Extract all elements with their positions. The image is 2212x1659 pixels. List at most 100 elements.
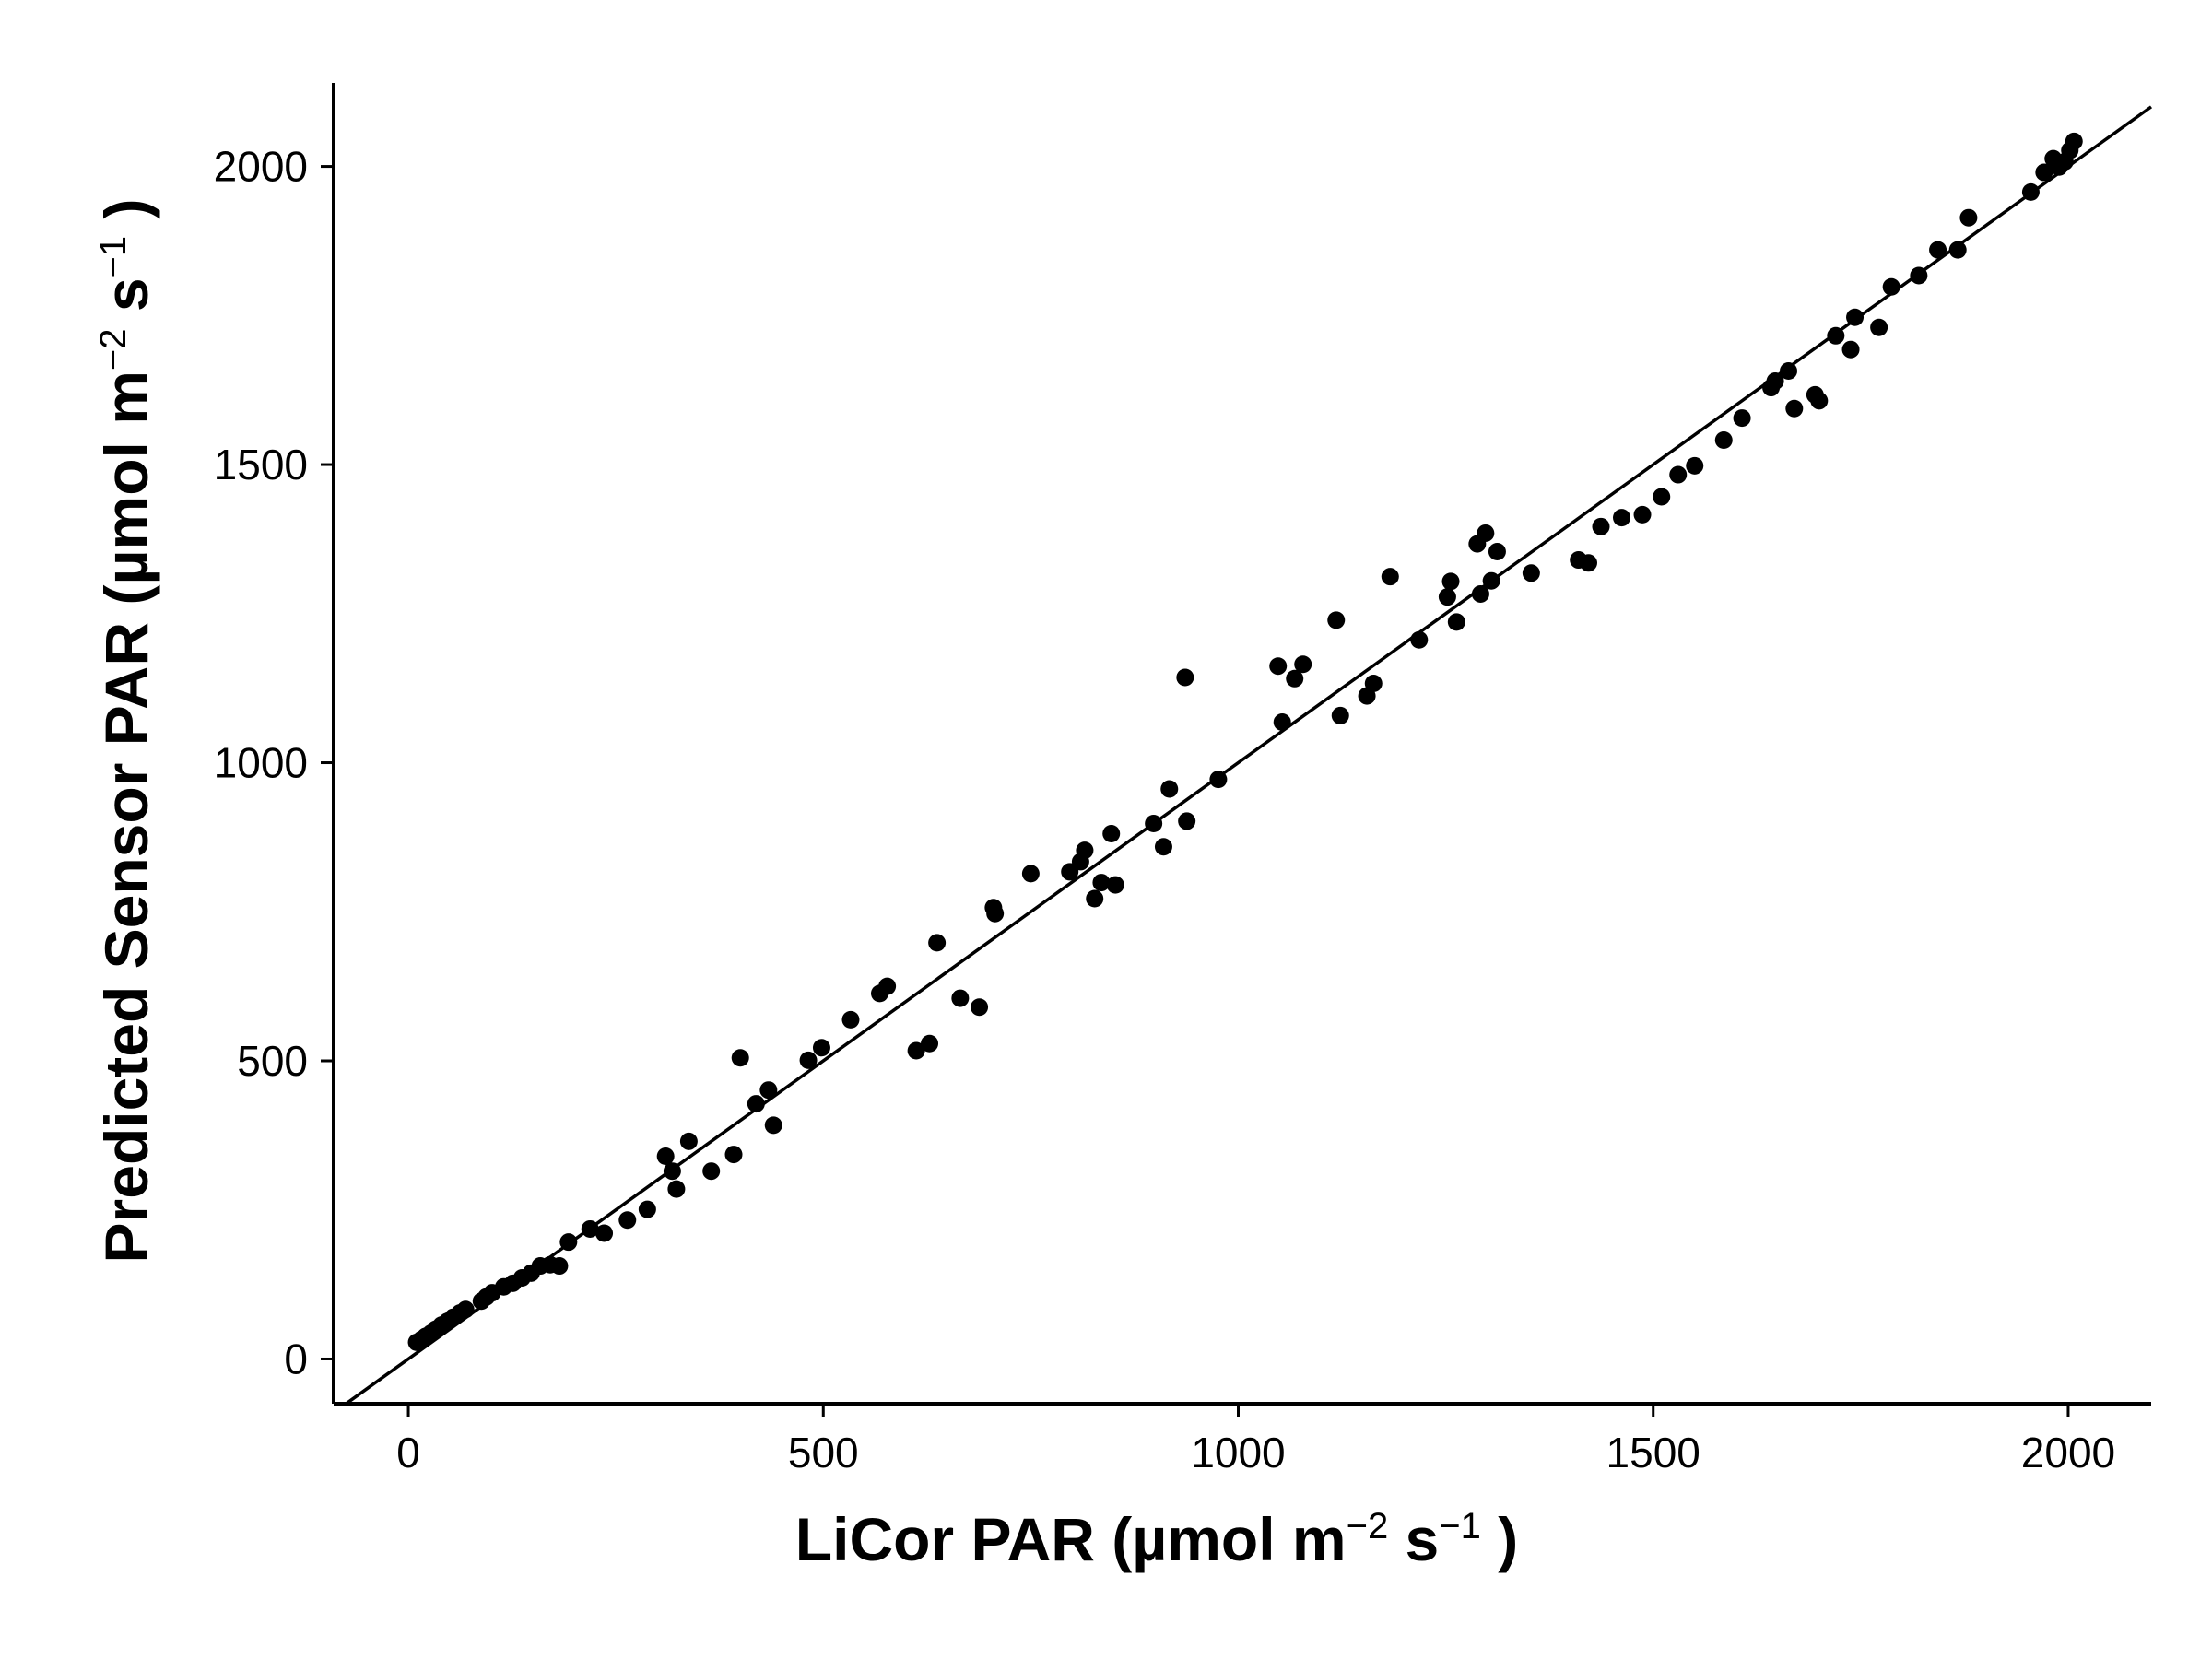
data-point xyxy=(702,1162,721,1181)
data-point xyxy=(638,1200,656,1218)
data-point xyxy=(1633,505,1652,524)
data-point xyxy=(921,1034,939,1053)
data-point xyxy=(878,977,897,995)
data-point xyxy=(1882,277,1900,296)
data-point xyxy=(1092,874,1111,892)
data-point xyxy=(1780,361,1798,380)
data-points xyxy=(407,132,2083,1351)
data-point xyxy=(1592,517,1610,535)
data-point xyxy=(812,1039,830,1057)
data-point xyxy=(2021,182,2040,201)
data-point xyxy=(1714,431,1733,450)
plot-area xyxy=(345,105,2153,1406)
y-tick-label: 0 xyxy=(284,1335,308,1382)
y-tick-label: 1000 xyxy=(214,739,308,787)
data-point xyxy=(1910,266,1928,285)
data-point xyxy=(1209,771,1228,789)
y-axis-title-main: Predicted Sensor PAR (µmol m xyxy=(92,371,160,1263)
x-axis-title-main: LiCor PAR (µmol m xyxy=(795,1505,1347,1573)
data-point xyxy=(1381,568,1399,586)
data-point xyxy=(1441,572,1460,591)
data-point xyxy=(747,1095,765,1113)
data-point xyxy=(1841,340,1860,359)
data-point xyxy=(2065,132,2083,150)
data-point xyxy=(1613,509,1631,527)
data-point xyxy=(1870,318,1888,336)
data-point xyxy=(731,1049,749,1067)
data-point xyxy=(1477,524,1495,542)
data-point xyxy=(656,1147,675,1166)
data-point xyxy=(724,1146,743,1164)
data-point xyxy=(1471,584,1489,603)
data-point xyxy=(663,1162,681,1181)
data-point xyxy=(667,1180,686,1198)
y-axis-title-exp2: −1 xyxy=(93,236,134,278)
data-point xyxy=(1785,399,1804,418)
data-point xyxy=(1331,706,1349,724)
data-point xyxy=(1522,564,1540,582)
data-point xyxy=(841,1010,860,1029)
x-tick-label: 1500 xyxy=(1606,1429,1700,1477)
data-point xyxy=(1086,889,1104,908)
identity-line xyxy=(345,105,2153,1406)
y-tick-label: 500 xyxy=(237,1037,308,1085)
data-point xyxy=(799,1051,818,1069)
data-point xyxy=(1327,611,1346,629)
x-tick-label: 2000 xyxy=(2021,1429,2115,1477)
x-tick-label: 0 xyxy=(396,1429,420,1477)
data-point xyxy=(907,1041,925,1060)
x-tick-label: 1000 xyxy=(1191,1429,1285,1477)
data-point xyxy=(1810,392,1829,410)
data-point xyxy=(595,1224,614,1242)
data-point xyxy=(1686,456,1704,475)
x-axis-title: LiCor PAR (µmol m−2 s−1 ) xyxy=(795,1505,1518,1573)
data-point xyxy=(1178,812,1196,830)
data-point xyxy=(1653,488,1671,506)
data-point xyxy=(1827,326,1845,345)
data-point xyxy=(1106,876,1124,894)
data-point xyxy=(1846,308,1865,326)
data-point xyxy=(1176,668,1194,687)
data-point xyxy=(1438,588,1456,606)
data-point xyxy=(759,1081,778,1100)
data-point xyxy=(456,1300,475,1319)
data-point xyxy=(1273,713,1291,732)
data-point xyxy=(1929,241,1947,259)
data-point xyxy=(1669,465,1688,484)
data-point xyxy=(1447,613,1465,631)
y-axis-ticks: 0 500 1000 1500 2000 xyxy=(214,143,334,1382)
data-point xyxy=(1948,241,1967,259)
y-axis-title-mid: s xyxy=(92,277,160,328)
data-point xyxy=(764,1116,782,1135)
data-point xyxy=(951,989,970,1007)
data-point xyxy=(1286,669,1304,688)
data-point xyxy=(1021,865,1040,883)
data-point xyxy=(1145,815,1163,833)
x-tick-label: 500 xyxy=(788,1429,859,1477)
data-point xyxy=(1154,838,1172,856)
data-point xyxy=(1160,780,1179,798)
x-axis-ticks: 0 500 1000 1500 2000 xyxy=(396,1404,2115,1477)
y-axis-title-exp1: −2 xyxy=(93,329,134,371)
y-axis-title-end: ) xyxy=(92,199,160,236)
x-axis-title-mid: s xyxy=(1388,1505,1439,1573)
data-point xyxy=(679,1132,698,1150)
data-point xyxy=(550,1257,569,1276)
data-point xyxy=(928,934,947,952)
y-tick-label: 1500 xyxy=(214,441,308,488)
x-axis-title-end: ) xyxy=(1481,1505,1518,1573)
data-point xyxy=(1410,630,1429,649)
data-point xyxy=(1076,841,1094,860)
x-axis-title-exp2: −1 xyxy=(1439,1506,1481,1547)
data-point xyxy=(1294,655,1312,674)
data-point xyxy=(1766,371,1784,390)
data-point xyxy=(1102,825,1121,843)
data-point xyxy=(1579,554,1597,572)
data-point xyxy=(1733,409,1751,428)
data-point xyxy=(1488,543,1506,561)
data-point xyxy=(971,998,989,1017)
data-point xyxy=(1364,674,1382,692)
data-point xyxy=(1959,208,1978,227)
data-point xyxy=(581,1219,599,1238)
